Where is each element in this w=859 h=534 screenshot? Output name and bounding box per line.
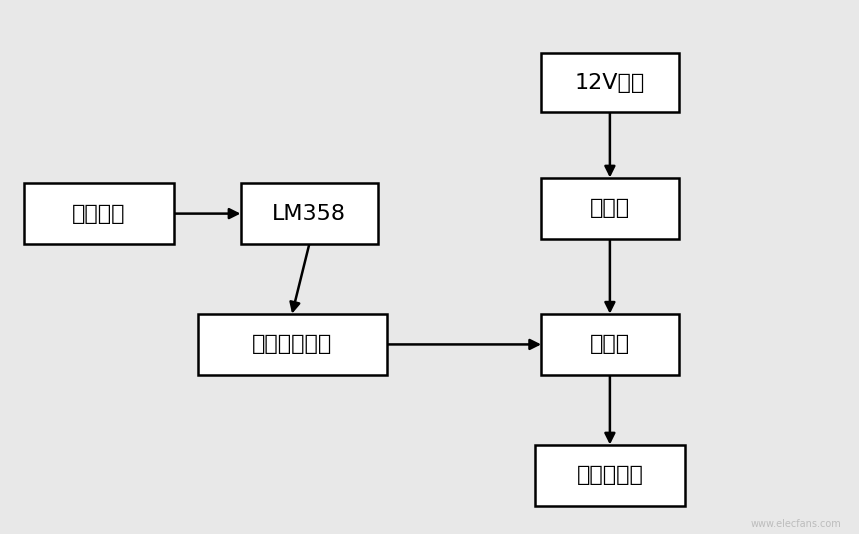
Text: 12V供电: 12V供电 [575, 73, 645, 93]
Bar [241, 183, 378, 245]
Bar [541, 53, 679, 112]
Bar [541, 178, 679, 239]
Bar [534, 444, 685, 506]
Text: LM358: LM358 [272, 203, 346, 224]
Text: 采样电路: 采样电路 [72, 203, 125, 224]
Text: 继电器: 继电器 [590, 198, 630, 218]
Text: 可控硅控制脚: 可控硅控制脚 [252, 334, 332, 355]
Bar [541, 314, 679, 375]
Bar [198, 314, 387, 375]
Text: 发光二极管: 发光二极管 [576, 465, 643, 485]
Text: www.elecfans.com: www.elecfans.com [751, 519, 842, 529]
Text: 可控硅: 可控硅 [590, 334, 630, 355]
Bar [24, 183, 174, 245]
